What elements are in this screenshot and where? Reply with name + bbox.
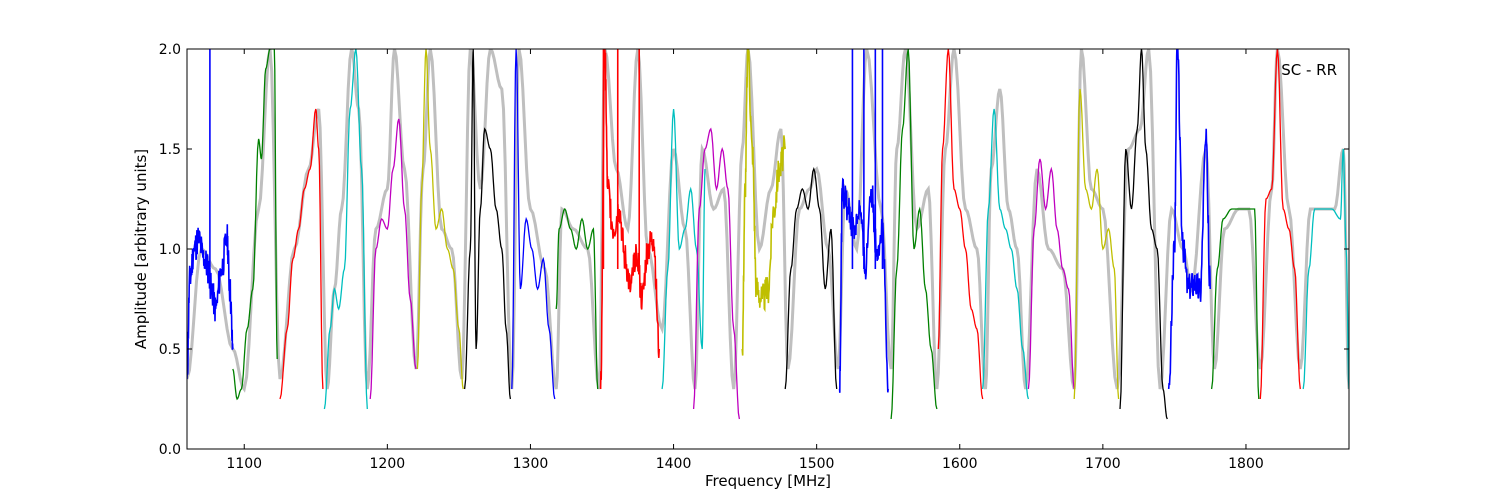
- chart-annotation: SC - RR: [1281, 61, 1337, 79]
- series-line: [511, 49, 556, 400]
- series-line: [661, 108, 706, 390]
- y-tick-label: 2.0: [159, 42, 181, 58]
- series-line: [982, 108, 1030, 400]
- background-series-line: [187, 49, 1349, 393]
- series-line: [599, 49, 660, 390]
- series-line: [1027, 158, 1075, 390]
- series-line: [1210, 208, 1260, 400]
- series-line: [232, 49, 278, 401]
- series-line: [784, 167, 838, 390]
- x-tick-label: 1200: [370, 456, 406, 472]
- x-tick-label: 1400: [656, 456, 692, 472]
- x-tick-label: 1300: [513, 456, 549, 472]
- y-axis-label: Amplitude [arbitrary units]: [132, 149, 150, 349]
- series-line: [937, 49, 984, 400]
- x-tick-label: 1600: [942, 456, 978, 472]
- series-line: [369, 118, 417, 400]
- y-axis: 0.0 0.5 1.0 1.5 2.0: [159, 42, 1349, 458]
- x-tick-label: 1700: [1085, 456, 1121, 472]
- y-tick-label: 0.5: [159, 342, 181, 358]
- x-tick-label: 1800: [1228, 456, 1264, 472]
- plot-area: [187, 49, 1349, 420]
- series-line: [838, 177, 889, 393]
- series-line: [555, 207, 599, 390]
- x-tick-label: 1500: [799, 456, 835, 472]
- y-tick-label: 1.0: [159, 242, 181, 258]
- x-axis: 1100 1200 1300 1400 1500 1600 1700 1800: [226, 49, 1264, 472]
- series-line: [416, 49, 464, 390]
- series-line: [463, 49, 512, 400]
- y-tick-label: 1.5: [159, 142, 181, 158]
- series-line: [323, 49, 368, 410]
- series-line: [1259, 49, 1301, 400]
- series-line: [890, 49, 938, 420]
- series-line: [1119, 49, 1168, 420]
- series-line: [741, 49, 786, 356]
- y-tick-label: 0.0: [159, 442, 181, 458]
- series-line: [1167, 49, 1211, 390]
- x-tick-label: 1100: [226, 456, 262, 472]
- x-axis-label: Frequency [MHz]: [705, 472, 831, 490]
- series-line: [279, 108, 324, 400]
- series-line: [692, 127, 741, 420]
- series-line: [1073, 88, 1120, 400]
- series-line: [1302, 148, 1349, 390]
